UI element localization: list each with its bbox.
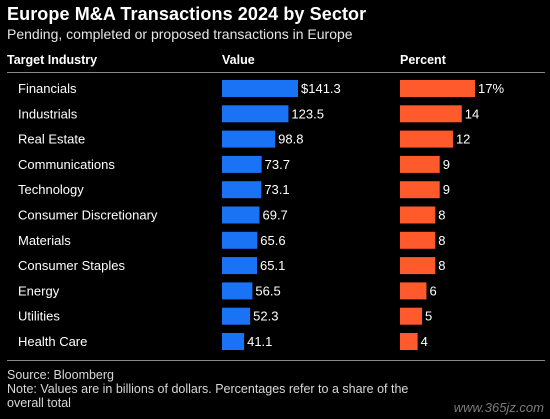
industry-label: Energy	[18, 283, 60, 298]
industry-label: Consumer Staples	[18, 258, 125, 273]
chart-subtitle: Pending, completed or proposed transacti…	[7, 26, 353, 42]
percent-label: 17%	[478, 81, 504, 96]
column-header-percent: Percent	[400, 53, 446, 67]
value-bar	[222, 181, 262, 199]
value-bar	[222, 282, 253, 300]
value-label: 65.6	[260, 233, 285, 248]
value-bar	[222, 307, 251, 325]
value-label: 56.5	[255, 283, 280, 298]
value-bar	[222, 231, 258, 249]
industry-label: Utilities	[18, 309, 60, 324]
percent-bar	[400, 155, 440, 173]
chart-footer: Source: Bloomberg Note: Values are in bi…	[7, 368, 437, 410]
value-bar	[222, 333, 245, 350]
value-bar	[222, 105, 289, 123]
industry-label: Consumer Discretionary	[18, 208, 158, 223]
percent-label: 8	[438, 233, 445, 248]
percent-bar	[400, 282, 427, 300]
chart-title: Europe M&A Transactions 2024 by Sector	[7, 4, 367, 24]
industry-label: Industrials	[18, 106, 78, 121]
percent-label: 8	[438, 208, 445, 223]
value-bar	[222, 130, 276, 148]
value-label: 73.7	[265, 157, 290, 172]
industry-label: Health Care	[18, 334, 87, 349]
percent-bar	[400, 181, 440, 199]
percent-label: 9	[443, 182, 450, 197]
value-label: 73.1	[264, 182, 289, 197]
percent-label: 8	[438, 258, 445, 273]
percent-label: 14	[465, 106, 479, 121]
value-bar	[222, 206, 260, 224]
percent-bar	[400, 105, 462, 123]
industry-label: Communications	[18, 157, 115, 172]
percent-label: 4	[421, 334, 428, 349]
value-label: 41.1	[247, 334, 272, 349]
footer-rule	[7, 360, 545, 361]
percent-bar	[400, 231, 436, 249]
percent-bar	[400, 333, 418, 350]
percent-bar	[400, 257, 436, 275]
value-label: $141.3	[301, 81, 341, 96]
value-label: 65.1	[260, 258, 285, 273]
industry-label: Technology	[18, 182, 84, 197]
industry-label: Materials	[18, 233, 71, 248]
value-bar	[222, 80, 298, 97]
percent-bar	[400, 307, 423, 325]
percent-label: 5	[425, 309, 432, 324]
value-bar	[222, 155, 262, 173]
industry-label: Financials	[18, 81, 77, 96]
header-rule	[7, 72, 545, 73]
percent-label: 6	[429, 283, 436, 298]
value-label: 69.7	[262, 208, 287, 223]
column-header-value: Value	[222, 53, 255, 67]
percent-bar	[400, 206, 436, 224]
value-label: 123.5	[291, 106, 324, 121]
percent-bar	[400, 130, 453, 148]
value-label: 52.3	[253, 309, 278, 324]
values-note: Note: Values are in billions of dollars.…	[7, 382, 409, 410]
percent-label: 12	[456, 132, 470, 147]
percent-bar	[400, 80, 475, 97]
column-header-industry: Target Industry	[7, 53, 98, 67]
source-note: Source: Bloomberg	[7, 368, 115, 382]
value-label: 98.8	[278, 132, 303, 147]
watermark: www.365jz.com	[453, 400, 544, 415]
industry-label: Real Estate	[18, 132, 85, 147]
value-bar	[222, 257, 258, 275]
percent-label: 9	[443, 157, 450, 172]
